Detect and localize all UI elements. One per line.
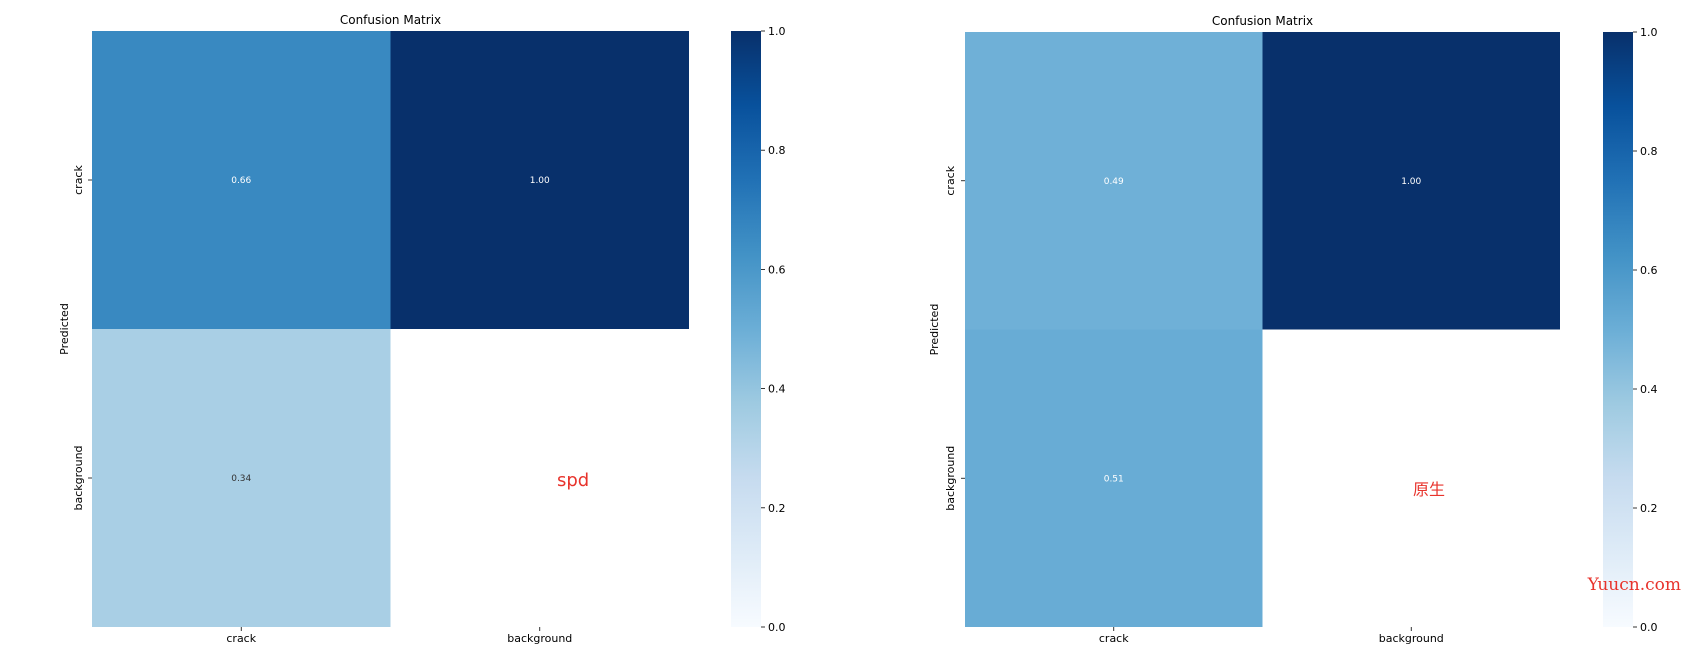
cell-annotation: 1.00 <box>530 176 550 186</box>
x-tick-label: crack <box>226 632 256 645</box>
confusion-matrix-panel-spd: Confusion Matrix 0.66 1.00 0.34 crack backgro… <box>58 13 786 645</box>
heatmap-cell <box>1262 329 1560 627</box>
confusion-matrix-chart-spd: Confusion Matrix 0.66 1.00 0.34 crack backgro… <box>58 13 786 645</box>
x-tick-label: background <box>507 632 572 645</box>
overlay-label-original: 原生 <box>1413 480 1446 499</box>
heatmap-cell <box>1262 32 1560 330</box>
colorbar-tick-label: 0.0 <box>768 621 786 634</box>
confusion-matrix-chart-original: Confusion Matrix 0.49 1.00 0.51 crack backgro… <box>928 14 1658 645</box>
watermark-text: Yuucn.com <box>1587 575 1681 595</box>
y-tick-label: background <box>72 445 85 510</box>
y-tick-label: crack <box>72 165 85 195</box>
y-axis-label: Predicted <box>928 304 941 356</box>
colorbar <box>731 31 761 627</box>
colorbar-tick-label: 0.4 <box>768 383 786 396</box>
chart-title: Confusion Matrix <box>340 13 441 27</box>
colorbar-tick-label: 1.0 <box>768 25 786 38</box>
heatmap-cell <box>390 31 689 329</box>
y-axis-label: Predicted <box>58 303 71 355</box>
overlay-label-spd: spd <box>557 470 590 491</box>
cell-annotation: 0.34 <box>231 474 251 484</box>
y-tick-label: crack <box>944 165 957 195</box>
heatmap-cell <box>965 32 1263 330</box>
heatmap-cell <box>965 329 1263 627</box>
heatmap-cell <box>92 329 391 627</box>
chart-title: Confusion Matrix <box>1212 14 1313 28</box>
confusion-matrix-panel-original: Confusion Matrix 0.49 1.00 0.51 crack backgro… <box>870 0 1689 649</box>
colorbar-tick-label: 0.2 <box>768 502 786 515</box>
colorbar-tick-label: 0.0 <box>1640 621 1658 634</box>
colorbar-tick-label: 0.6 <box>1640 264 1658 277</box>
cell-annotation: 0.66 <box>231 176 251 186</box>
colorbar-tick-label: 0.2 <box>1640 502 1658 515</box>
x-tick-label: crack <box>1099 632 1129 645</box>
cell-annotation: 1.00 <box>1401 177 1421 187</box>
colorbar-tick-label: 0.4 <box>1640 383 1658 396</box>
colorbar-tick-label: 0.8 <box>1640 145 1658 158</box>
cell-annotation: 0.49 <box>1104 177 1124 187</box>
x-tick-label: background <box>1379 632 1444 645</box>
y-tick-label: background <box>944 446 957 511</box>
heatmap-cell <box>92 31 391 329</box>
heatmap-cell <box>390 329 689 627</box>
colorbar <box>1603 32 1633 627</box>
colorbar-tick-label: 0.6 <box>768 263 786 276</box>
colorbar-tick-label: 1.0 <box>1640 26 1658 39</box>
colorbar-tick-label: 0.8 <box>768 144 786 157</box>
cell-annotation: 0.51 <box>1104 474 1124 484</box>
